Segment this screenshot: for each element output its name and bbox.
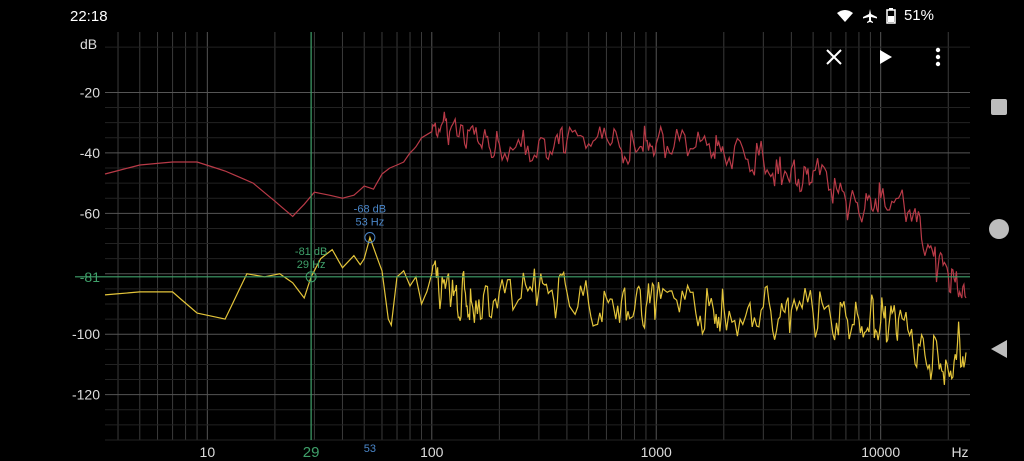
peak-x-label: 53: [364, 443, 376, 455]
cursor-x-label: 29: [303, 444, 320, 461]
x-tick-label: 1000: [641, 444, 672, 460]
battery-level: 51%: [903, 7, 934, 24]
x-tick-label: 10: [200, 444, 216, 460]
grid: [105, 32, 970, 441]
toolbar: [808, 44, 964, 74]
status-bar: 22:18 51%: [0, 0, 1024, 32]
home-circle-icon: [988, 218, 1010, 245]
cursor-y-label: -81: [80, 269, 100, 285]
y-tick-label: -20: [80, 84, 100, 100]
series-line-yellow: [104, 235, 967, 385]
status-icons: 51%: [836, 7, 934, 24]
home-button[interactable]: [986, 218, 1012, 244]
y-axis-unit: dB: [80, 36, 97, 52]
axis-labels: dB -20 -40 -60 -100 -120 10 100 1000 10000 Hz 29 53 -…: [72, 36, 969, 461]
recents-button[interactable]: [986, 96, 1012, 122]
y-tick-label: -40: [80, 145, 100, 161]
y-tick-label: -100: [72, 326, 100, 342]
close-button[interactable]: [808, 44, 860, 74]
cursor-marker-green: [305, 271, 317, 283]
back-button[interactable]: [986, 338, 1012, 364]
back-triangle-icon: [990, 339, 1008, 364]
wifi-icon: [836, 9, 854, 23]
clock: 22:18: [70, 8, 108, 25]
x-tick-label: 100: [420, 444, 444, 460]
airplane-icon: [862, 8, 878, 24]
play-button[interactable]: [860, 44, 912, 74]
y-tick-label: -120: [72, 387, 100, 403]
peak-readout-db: -68 dB: [354, 204, 386, 216]
x-tick-label: 10000: [861, 444, 900, 460]
play-icon: [879, 49, 893, 70]
recents-square-icon: [990, 98, 1008, 121]
x-axis-unit: Hz: [951, 444, 968, 460]
cursor-readout-hz: 29 Hz: [297, 259, 326, 271]
series-line-red: [104, 111, 967, 299]
more-vert-icon: [935, 47, 941, 72]
more-options-button[interactable]: [912, 44, 964, 74]
peak-readout-hz: 53 Hz: [356, 217, 385, 229]
close-icon: [825, 48, 843, 71]
navigation-bar: [974, 90, 1024, 390]
cursor-marker-blue: [364, 232, 376, 244]
cursor-readout-db: -81 dB: [295, 246, 327, 258]
battery-icon: [886, 7, 896, 24]
y-tick-label: -60: [80, 205, 100, 221]
